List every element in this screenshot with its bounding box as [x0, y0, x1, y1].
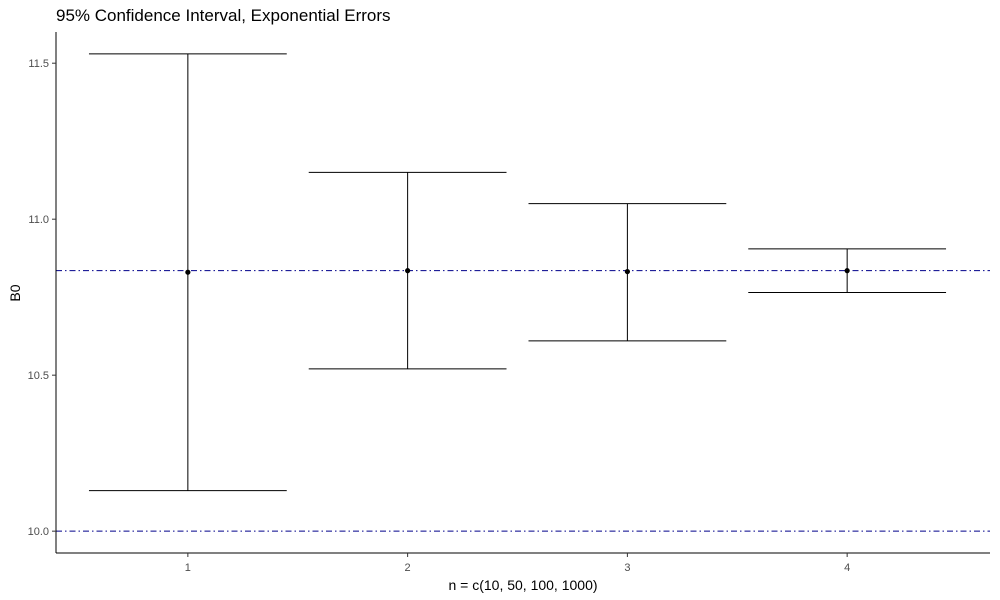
y-tick-label: 11.0 — [28, 214, 49, 226]
y-tick-label: 10.5 — [28, 370, 49, 382]
x-tick-label: 1 — [185, 562, 191, 574]
error-bar-3 — [528, 203, 727, 342]
x-tick-label: 3 — [624, 562, 630, 574]
y-tick-label: 11.5 — [28, 58, 49, 70]
y-tick-label: 10.0 — [28, 526, 49, 538]
estimate-point — [844, 268, 850, 274]
error-bars — [88, 53, 947, 492]
estimate-point — [185, 269, 191, 275]
chart-title: 95% Confidence Interval, Exponential Err… — [56, 6, 391, 25]
estimate-point — [405, 268, 411, 274]
x-axis-title: n = c(10, 50, 100, 1000) — [448, 577, 597, 593]
x-tick-label: 2 — [405, 562, 411, 574]
error-bar-4 — [748, 248, 947, 293]
error-bar-1 — [88, 53, 287, 492]
reference-lines — [56, 270, 990, 532]
error-bar-2 — [308, 171, 507, 370]
axes: 10.0 10.5 11.0 11.5 1 2 3 4 — [28, 32, 990, 574]
y-axis-title: B0 — [7, 284, 23, 301]
x-tick-label: 4 — [844, 562, 850, 574]
estimate-point — [624, 268, 630, 275]
